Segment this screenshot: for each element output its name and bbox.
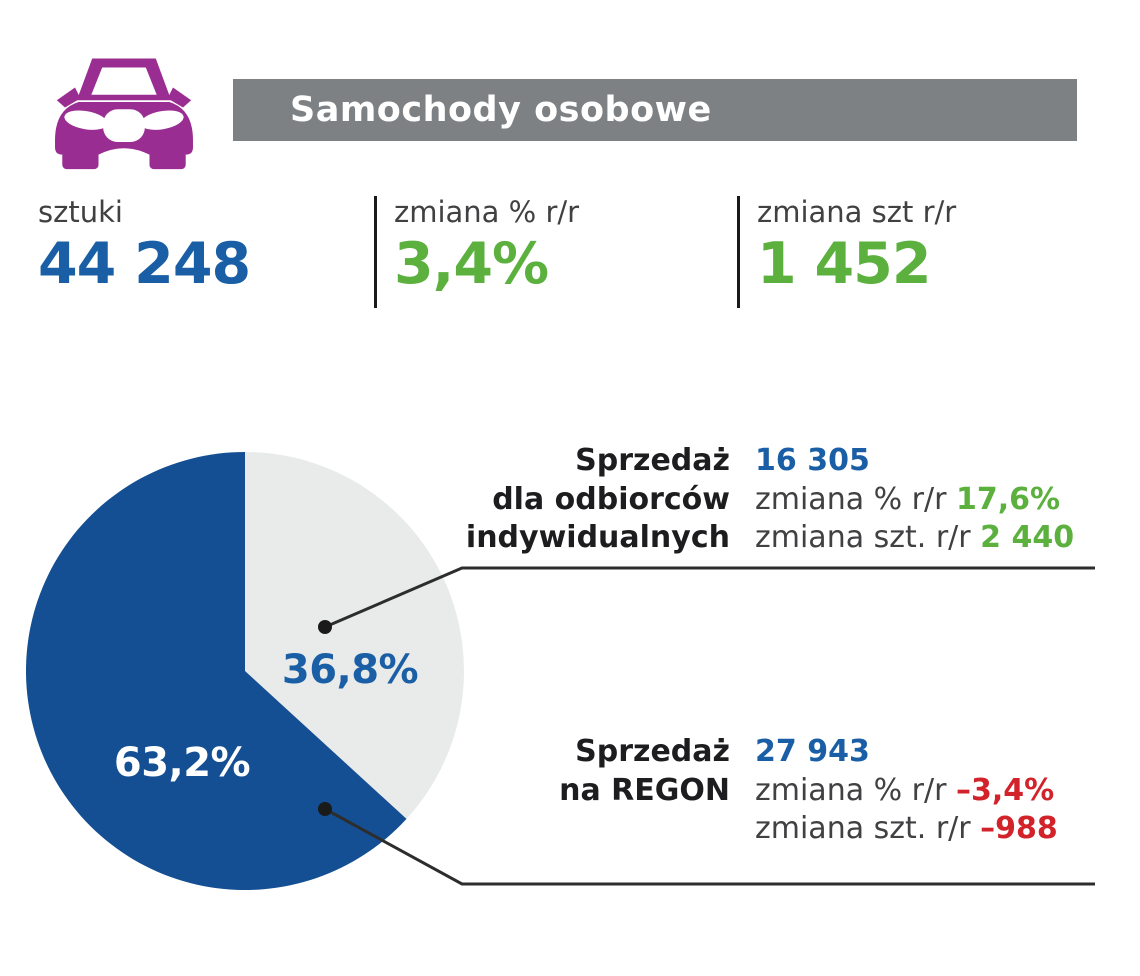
annotation-units: 27 943	[755, 734, 870, 769]
section-title: Samochody osobowe	[290, 90, 712, 130]
section-banner: Samochody osobowe	[233, 79, 1077, 141]
annotation-row-value: 17,6%	[956, 481, 1061, 517]
annotation-title-line: dla odbiorców	[492, 481, 730, 517]
annotation-title-line: na REGON	[559, 772, 730, 808]
annotation-title-line: Sprzedaż	[575, 443, 730, 478]
annotation-title-line: Sprzedaż	[575, 734, 730, 769]
stat-value: 1 452	[757, 231, 932, 297]
stat-divider	[737, 196, 740, 308]
annotation-individual: Sprzedaż 16 305 dla odbiorców zmiana % r…	[455, 442, 1074, 558]
annotation-row: zmiana szt. r/r –988	[755, 810, 1058, 849]
stat-change-units: zmiana szt r/r 1 452	[757, 195, 956, 295]
annotation-row-label: zmiana % r/r	[755, 772, 947, 808]
pie-slice-1	[245, 452, 464, 819]
annotation-row-label: zmiana szt. r/r	[755, 520, 971, 555]
stat-divider	[374, 196, 377, 308]
annotation-regon: Sprzedaż 27 943 na REGON zmiana % r/r –3…	[455, 733, 1058, 849]
stat-label: zmiana % r/r	[394, 195, 580, 229]
annotation-row-value: –988	[980, 811, 1058, 846]
pie-slice-2	[25, 452, 407, 890]
annotation-row-value: 2 440	[980, 520, 1075, 555]
stat-total-units: sztuki 44 248	[38, 195, 251, 297]
annotation-row: zmiana szt. r/r 2 440	[755, 519, 1074, 558]
annotation-units: 16 305	[755, 443, 870, 478]
callout-line-individual	[324, 566, 1095, 629]
stat-label: sztuki	[38, 195, 123, 229]
pie-label-individual-pct: 36,8%	[281, 647, 419, 693]
pie-label-regon-pct: 63,2%	[113, 740, 251, 786]
annotation-row-value: –3,4%	[956, 772, 1055, 808]
annotation-row-label: zmiana szt. r/r	[755, 811, 971, 846]
annotation-row-label: zmiana % r/r	[755, 481, 947, 517]
annotation-row: zmiana % r/r 17,6%	[755, 481, 1074, 520]
callout-dot-regon	[318, 802, 332, 816]
annotation-title-line: indywidualnych	[465, 520, 730, 555]
car-icon	[55, 58, 193, 171]
stat-change-pct: zmiana % r/r 3,4%	[394, 195, 579, 295]
annotation-row: zmiana % r/r –3,4%	[755, 772, 1058, 811]
stat-label: zmiana szt r/r	[757, 195, 957, 229]
callout-line-regon	[324, 807, 1095, 886]
annotation-title-spacer	[455, 810, 730, 849]
pie-slices	[25, 452, 464, 890]
callout-dot-individual	[318, 620, 332, 634]
stat-value: 44 248	[38, 231, 251, 297]
stat-value: 3,4%	[394, 231, 549, 297]
